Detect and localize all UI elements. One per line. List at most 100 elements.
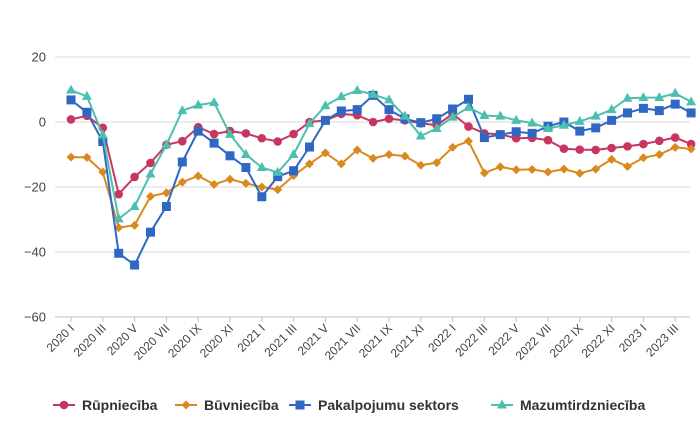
data-point — [607, 154, 617, 164]
data-point — [606, 104, 617, 114]
data-point — [352, 105, 362, 115]
data-point — [273, 172, 283, 182]
series-line — [70, 140, 692, 229]
data-point — [527, 128, 537, 138]
data-point — [574, 115, 585, 125]
data-point — [240, 149, 251, 158]
data-point — [479, 168, 489, 178]
legend-marker — [497, 399, 507, 409]
data-point — [479, 110, 490, 119]
legend-item-pakalpojumu-sektors[interactable]: Pakalpojumu sektors — [289, 397, 459, 413]
data-point — [320, 148, 330, 158]
data-point — [225, 174, 235, 184]
data-point — [336, 106, 346, 116]
data-point — [623, 108, 632, 118]
legend-marker — [181, 400, 191, 410]
x-tick-label: 2020 III — [71, 321, 109, 359]
data-point — [655, 136, 664, 146]
grid — [55, 56, 690, 318]
data-point — [113, 213, 124, 223]
data-point — [479, 133, 489, 143]
data-point — [431, 123, 442, 132]
data-point — [654, 150, 664, 159]
data-point — [209, 138, 219, 148]
data-point — [66, 115, 76, 124]
data-point — [146, 227, 155, 237]
data-point — [177, 157, 187, 167]
data-point — [130, 220, 140, 230]
data-point — [607, 143, 616, 153]
data-point — [463, 101, 474, 111]
data-point — [256, 162, 267, 171]
x-tick-label: 2020 VII — [131, 321, 173, 363]
data-point — [511, 127, 521, 137]
data-point — [670, 99, 680, 109]
data-point — [193, 126, 203, 136]
data-point — [320, 100, 331, 110]
x-tick-label: 2020 IX — [165, 321, 204, 360]
data-point — [145, 168, 156, 178]
data-point — [686, 144, 696, 154]
data-point — [177, 177, 187, 187]
data-point — [225, 128, 235, 138]
data-point — [399, 110, 410, 120]
data-point — [654, 106, 664, 116]
series-line — [70, 112, 692, 196]
data-point — [241, 178, 251, 188]
data-point — [161, 202, 171, 211]
data-point — [209, 179, 219, 189]
data-point — [114, 248, 124, 258]
data-point — [590, 110, 601, 120]
series-line — [70, 89, 692, 220]
x-tick-label: 2023 III — [643, 321, 681, 359]
data-point — [114, 223, 124, 233]
series-pakalpojumu-sektors — [66, 90, 696, 270]
data-point — [670, 87, 681, 97]
data-point — [66, 84, 76, 94]
x-tick-label: 2021 IX — [356, 321, 395, 360]
data-point — [368, 117, 378, 127]
data-point — [146, 191, 155, 201]
data-point — [66, 95, 76, 105]
data-point — [272, 166, 283, 176]
data-point — [82, 107, 92, 117]
data-point — [352, 145, 362, 155]
legend-item-buvnieciba[interactable]: Būvniecība — [175, 397, 279, 413]
data-point — [177, 105, 188, 115]
data-point — [527, 117, 538, 127]
data-point — [416, 160, 426, 170]
data-point — [241, 129, 251, 138]
legend-item-mazumtirdznieciba[interactable]: Mazumtirdzniecība — [491, 397, 645, 413]
x-tick-label: 2021 XI — [388, 321, 427, 360]
data-point — [352, 84, 363, 94]
data-point — [686, 108, 696, 118]
data-point — [670, 133, 680, 142]
data-point — [129, 201, 140, 210]
series-buvnieciba — [66, 136, 696, 233]
data-point — [161, 139, 172, 149]
x-tick-label: 2020 XI — [197, 321, 236, 360]
data-point — [575, 126, 585, 136]
data-point — [193, 171, 203, 181]
data-point — [130, 260, 140, 270]
y-tick-label: −40 — [24, 245, 46, 260]
data-point — [336, 159, 346, 169]
data-point — [622, 92, 633, 102]
x-tick-label: 2022 IX — [547, 321, 586, 360]
data-point — [543, 135, 553, 145]
data-point — [638, 92, 649, 102]
data-point — [448, 142, 458, 152]
data-point — [66, 152, 76, 162]
data-point — [193, 99, 204, 109]
data-point — [495, 162, 505, 172]
legend-item-rupnieciba[interactable]: Rūpniecība — [53, 397, 158, 413]
data-point — [305, 142, 314, 152]
data-point — [464, 94, 473, 104]
data-point — [448, 104, 458, 114]
legend-marker — [295, 400, 305, 410]
y-tick-label: 20 — [32, 50, 46, 65]
data-point — [670, 142, 680, 152]
x-tick-label: 2022 XI — [579, 321, 618, 360]
data-point — [288, 149, 299, 158]
